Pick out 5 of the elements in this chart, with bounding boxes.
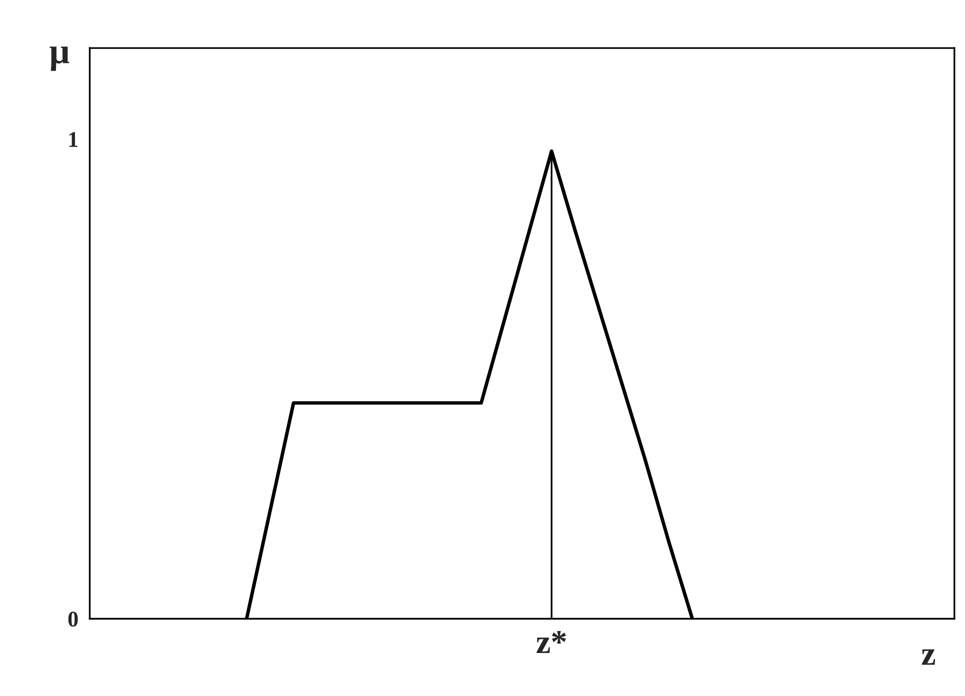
text: z [922,649,936,665]
y-axis-title: μ [50,46,70,71]
y-tick-label: 1 [69,132,78,147]
y-tick-label: 0 [68,612,78,627]
x-tick-label: z* [536,630,566,653]
